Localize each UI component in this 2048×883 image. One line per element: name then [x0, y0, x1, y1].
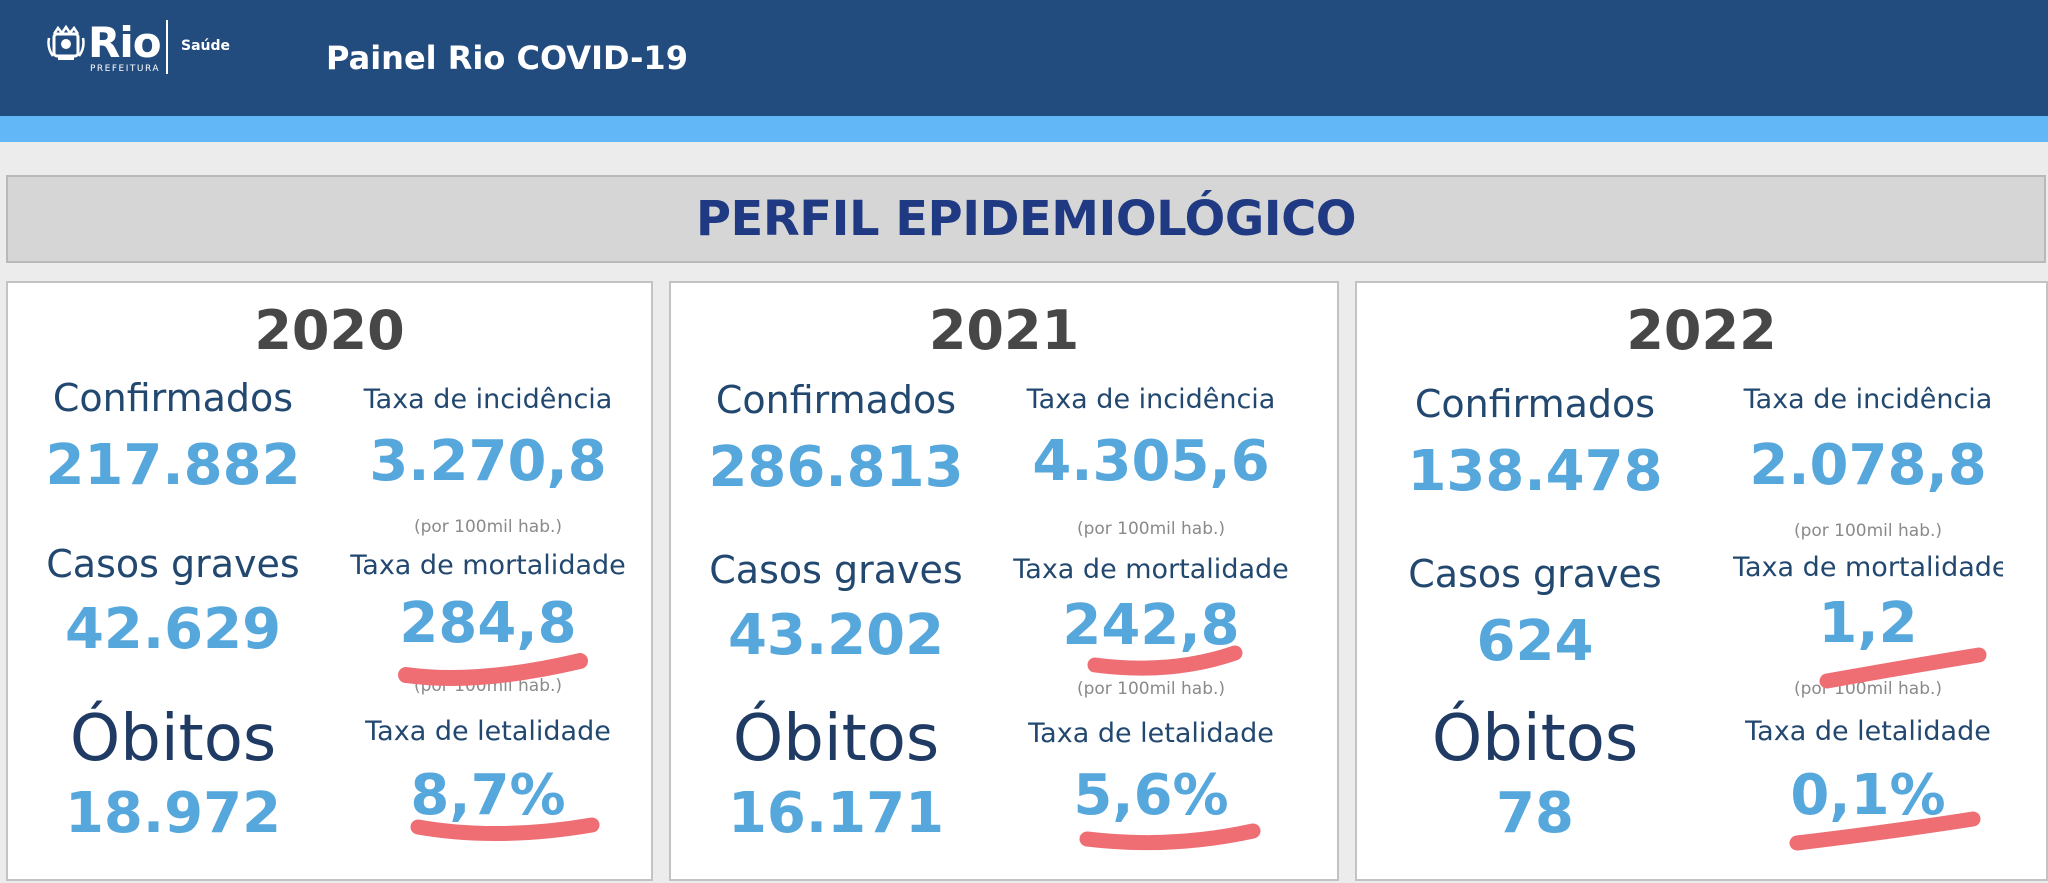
incidencia-unit: (por 100mil hab.)	[413, 517, 563, 537]
mortalidade-unit: (por 100mil hab.)	[1076, 679, 1226, 699]
letalidade-label: Taxa de letalidade	[1028, 718, 1274, 749]
logo-divider	[166, 20, 168, 74]
incidencia-unit: (por 100mil hab.)	[1076, 519, 1226, 539]
card-year: 2022	[1626, 299, 1777, 362]
mortalidade-label: Taxa de mortalidade	[350, 550, 626, 581]
incidencia-value: 4.305,6	[1032, 429, 1270, 494]
logo-text: Rio	[88, 18, 162, 67]
obitos-value: 78	[1496, 781, 1574, 846]
incidencia-label: Taxa de incidência	[1743, 384, 1993, 415]
casos-graves-value: 42.629	[64, 597, 282, 662]
section-banner: PERFIL EPIDEMIOLÓGICO	[6, 175, 2046, 263]
mortalidade-label: Taxa de mortalidade	[1013, 554, 1289, 585]
confirmados-value: 138.478	[1407, 439, 1663, 504]
letalidade-value: 5,6%	[1073, 763, 1229, 828]
app-header: Rio PREFEITURA Saúde Painel Rio COVID-19	[0, 0, 2048, 116]
casos-graves-label: Casos graves	[1408, 552, 1662, 596]
casos-graves-value: 624	[1476, 609, 1594, 674]
casos-graves-label: Casos graves	[46, 542, 300, 586]
obitos-value: 16.171	[727, 781, 945, 846]
casos-graves-label: Casos graves	[709, 548, 963, 592]
confirmados-value: 217.882	[45, 433, 301, 498]
obitos-label: Óbitos	[732, 702, 940, 776]
card-year: 2021	[928, 299, 1080, 362]
page-title: Painel Rio COVID-19	[326, 39, 688, 77]
letalidade-label: Taxa de letalidade	[365, 716, 611, 747]
section-title: PERFIL EPIDEMIOLÓGICO	[695, 191, 1357, 247]
confirmados-label: Confirmados	[52, 376, 294, 420]
card-year: 2020	[254, 299, 405, 362]
mortalidade-value: 242,8	[1062, 593, 1240, 658]
casos-graves-value: 43.202	[727, 603, 945, 668]
mortalidade-unit: (por 100mil hab.)	[413, 676, 563, 696]
coat-of-arms-icon	[47, 24, 85, 60]
mortalidade-label: Taxa de mortalidade	[1733, 552, 2003, 583]
logo-department: Saúde	[181, 38, 231, 54]
confirmados-value: 286.813	[708, 435, 964, 500]
year-card-2022: 2022 Confirmados 138.478 Casos graves 62…	[1355, 281, 2048, 881]
incidencia-value: 2.078,8	[1749, 433, 1987, 498]
obitos-value: 18.972	[64, 781, 282, 846]
prefeitura-rio-saude-logo[interactable]: Rio PREFEITURA Saúde	[44, 18, 234, 78]
incidencia-label: Taxa de incidência	[363, 384, 613, 415]
mortalidade-value: 284,8	[399, 591, 577, 656]
confirmados-label: Confirmados	[715, 378, 957, 422]
year-card-2021: 2021 Confirmados 286.813 Casos graves 43…	[669, 281, 1339, 881]
red-underline-letalidade	[1079, 823, 1261, 851]
mortalidade-unit: (por 100mil hab.)	[1793, 679, 1943, 699]
obitos-label: Óbitos	[69, 702, 277, 776]
year-card-2020: 2020 Confirmados 217.882 Casos graves 42…	[6, 281, 653, 881]
obitos-label: Óbitos	[1431, 702, 1639, 776]
letalidade-value: 8,7%	[410, 763, 566, 828]
incidencia-unit: (por 100mil hab.)	[1793, 521, 1943, 541]
letalidade-value: 0,1%	[1790, 763, 1946, 828]
confirmados-label: Confirmados	[1414, 382, 1656, 426]
logo-subtext: PREFEITURA	[90, 64, 161, 74]
letalidade-label: Taxa de letalidade	[1745, 716, 1991, 747]
incidencia-value: 3.270,8	[369, 429, 607, 494]
mortalidade-value: 1,2	[1818, 591, 1918, 656]
header-accent-stripe	[0, 116, 2048, 142]
incidencia-label: Taxa de incidência	[1026, 384, 1276, 415]
